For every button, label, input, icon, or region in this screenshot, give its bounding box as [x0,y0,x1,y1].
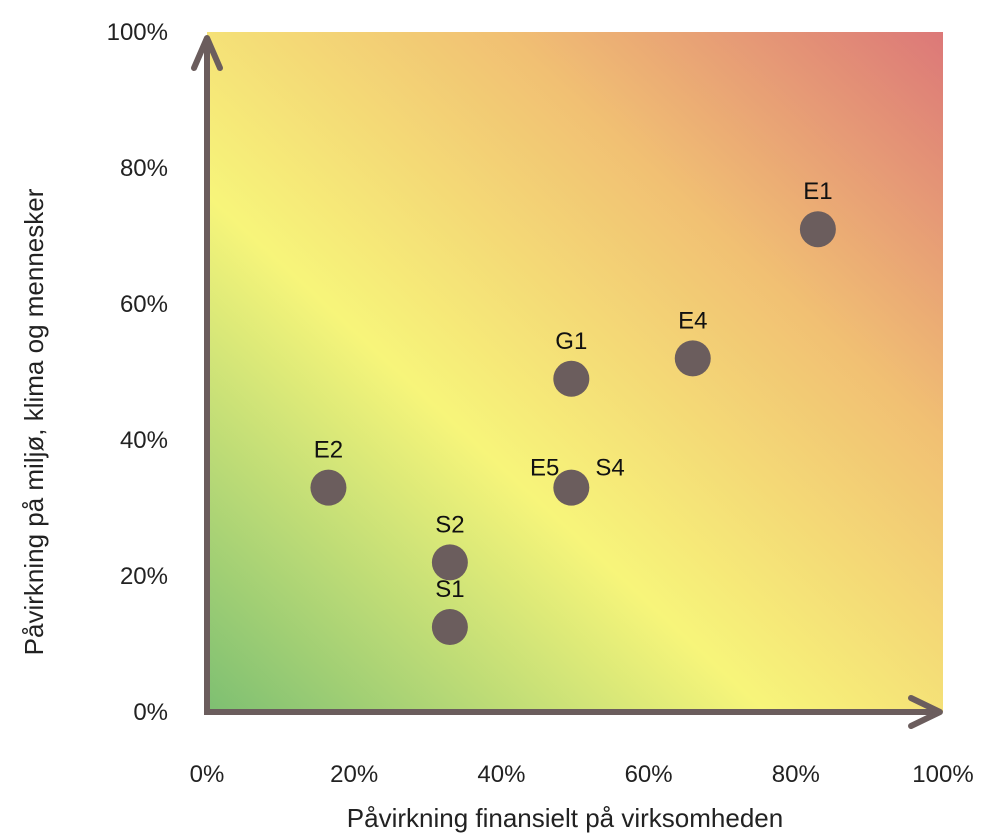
x-tick-label: 60% [625,761,673,788]
data-point-marker [553,360,590,397]
y-axis-arrow [191,35,223,71]
x-tick-label: 20% [330,761,378,788]
tick-labels: 0% 20% 40% 60% 80% 100% 0% 20% 40% 60% 80% 100% [107,19,974,788]
y-tick-label: 80% [120,155,168,182]
y-axis-title: Påvirkning på miljø, klima og mennesker [19,188,49,655]
y-tick-label: 40% [120,427,168,454]
x-tick-label: 80% [772,761,820,788]
data-point-label: E2 [314,437,343,464]
data-point-marker [799,211,836,248]
x-axis-title: Påvirkning finansielt på virksomheden [347,803,783,833]
data-point-label: S4 [595,455,624,482]
data-point-label: E5 [530,455,559,482]
x-tick-label: 100% [912,761,973,788]
data-point-label: S2 [435,511,464,538]
data-point-marker [431,609,468,645]
axes [191,35,943,729]
data-point-marker [553,469,590,506]
y-tick-label: 100% [107,19,168,46]
data-point-label: E4 [678,307,707,334]
data-point-label: S1 [435,576,464,603]
data-point-marker [310,469,347,506]
data-point-marker [674,340,711,377]
data-points: E1 E4 G1 E2 E5 S4 S2 S1 [310,178,836,645]
x-axis-arrow [908,695,943,729]
x-tick-label: 0% [190,761,225,788]
data-point-marker [431,544,468,581]
x-tick-label: 40% [477,761,525,788]
y-tick-label: 20% [120,563,168,590]
data-point-label: G1 [555,328,587,355]
y-tick-label: 0% [133,699,168,726]
y-tick-label: 60% [120,291,168,318]
data-point-label: E1 [803,178,832,205]
